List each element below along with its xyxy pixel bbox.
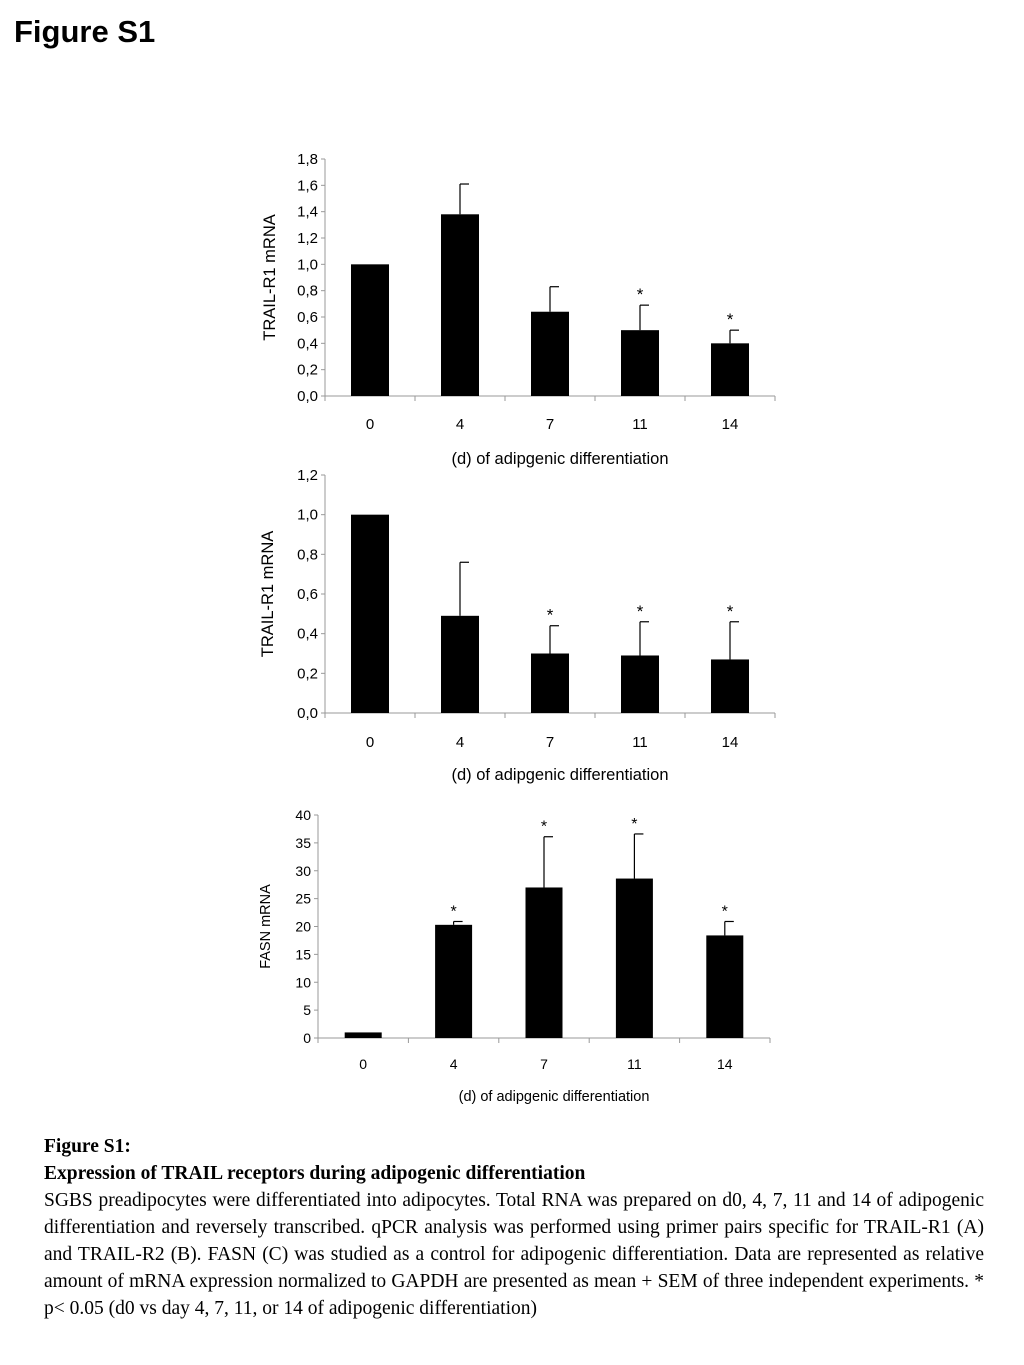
y-tick-label: 25 [295,891,311,907]
x-tick-label: 7 [540,1056,548,1072]
x-tick-label: 0 [366,416,374,433]
y-tick-label: 0,2 [297,362,318,379]
x-tick-label: 0 [366,734,374,751]
bar [615,878,653,1038]
y-tick-label: 10 [295,974,311,990]
y-tick-label: 0,8 [297,546,318,563]
significance-mark: * [722,903,728,920]
y-axis-title: TRAIL-R1 mRNA [261,214,279,341]
y-tick-label: 5 [303,1002,311,1018]
y-tick-label: 1,0 [297,256,318,273]
chart-b: 0,0 0,2 0,4 0,6 0,8 1,0 1,2 0 4 * 7 * 11 * 14 (d) of ad… [259,467,776,784]
bar [441,615,479,713]
caption-label: Figure S1: [44,1136,131,1157]
chart-c: 0 5 10 15 20 25 30 35 40 0 * 4 * 7 * 11 * 14 (d) of adipge… [258,807,771,1105]
x-axis-title: (d) of adipgenic differentiation [451,450,668,468]
bar [344,1032,382,1038]
bar [621,330,659,396]
x-tick-label: 4 [450,1056,458,1072]
x-tick-label: 4 [456,416,464,433]
x-axis-title: (d) of adipgenic differentiation [451,766,668,784]
y-tick-label: 30 [295,863,311,879]
y-tick-label: 1,6 [297,177,318,194]
x-tick-label: 14 [722,734,739,751]
significance-mark: * [637,602,644,621]
bar [711,659,749,713]
y-tick-label: 20 [295,919,311,935]
bar [531,311,569,396]
y-tick-label: 0,2 [297,665,318,682]
bar [351,264,389,396]
bar [531,653,569,713]
y-tick-label: 40 [295,807,311,823]
significance-mark: * [541,819,547,836]
bar [621,655,659,713]
x-tick-label: 7 [546,734,554,751]
significance-mark: * [727,310,734,329]
y-axis-title: TRAIL-R1 mRNA [259,531,277,658]
y-tick-label: 0,4 [297,626,318,643]
y-tick-label: 15 [295,946,311,962]
y-tick-label: 1,8 [297,151,318,168]
significance-mark: * [450,903,456,920]
bar [441,214,479,396]
x-tick-label: 11 [632,734,648,751]
significance-mark: * [727,602,734,621]
y-tick-label: 1,2 [297,230,318,247]
y-tick-label: 1,2 [297,467,318,484]
bar [525,887,563,1038]
x-tick-label: 11 [632,416,648,433]
caption-heading: Expression of TRAIL receptors during adi… [44,1163,586,1184]
bar [706,935,744,1038]
x-axis-title: (d) of adipgenic differentiation [459,1089,650,1105]
x-tick-label: 14 [717,1056,733,1072]
y-axis-title: FASN mRNA [258,884,274,969]
y-tick-label: 0,8 [297,283,318,300]
significance-mark: * [631,816,637,833]
y-tick-label: 1,4 [297,204,318,221]
y-tick-label: 0,0 [297,388,318,405]
y-tick-label: 0,6 [297,586,318,603]
bar [435,924,473,1038]
figure-caption: Figure S1: Expression of TRAIL receptors… [44,1133,984,1322]
y-tick-label: 1,0 [297,507,318,524]
chart-a: 0,0 0,2 0,4 0,6 0,8 1,0 1,2 1,4 1,6 1,8 0 4 7 * 11 * 14 (… [261,151,776,468]
y-tick-label: 0,6 [297,309,318,326]
x-tick-label: 14 [722,416,739,433]
bar [711,343,749,396]
y-tick-label: 0,0 [297,705,318,722]
x-tick-label: 4 [456,734,464,751]
y-tick-label: 0 [303,1030,311,1046]
caption-body: SGBS preadipocytes were differentiated i… [44,1190,984,1319]
figure-title: Figure S1 [14,14,156,49]
y-tick-label: 35 [295,835,311,851]
y-tick-label: 0,4 [297,335,318,352]
x-tick-label: 0 [359,1056,367,1072]
x-tick-label: 7 [546,416,554,433]
significance-mark: * [547,606,554,625]
significance-mark: * [637,285,644,304]
x-tick-label: 11 [627,1056,642,1072]
bar [351,514,389,713]
